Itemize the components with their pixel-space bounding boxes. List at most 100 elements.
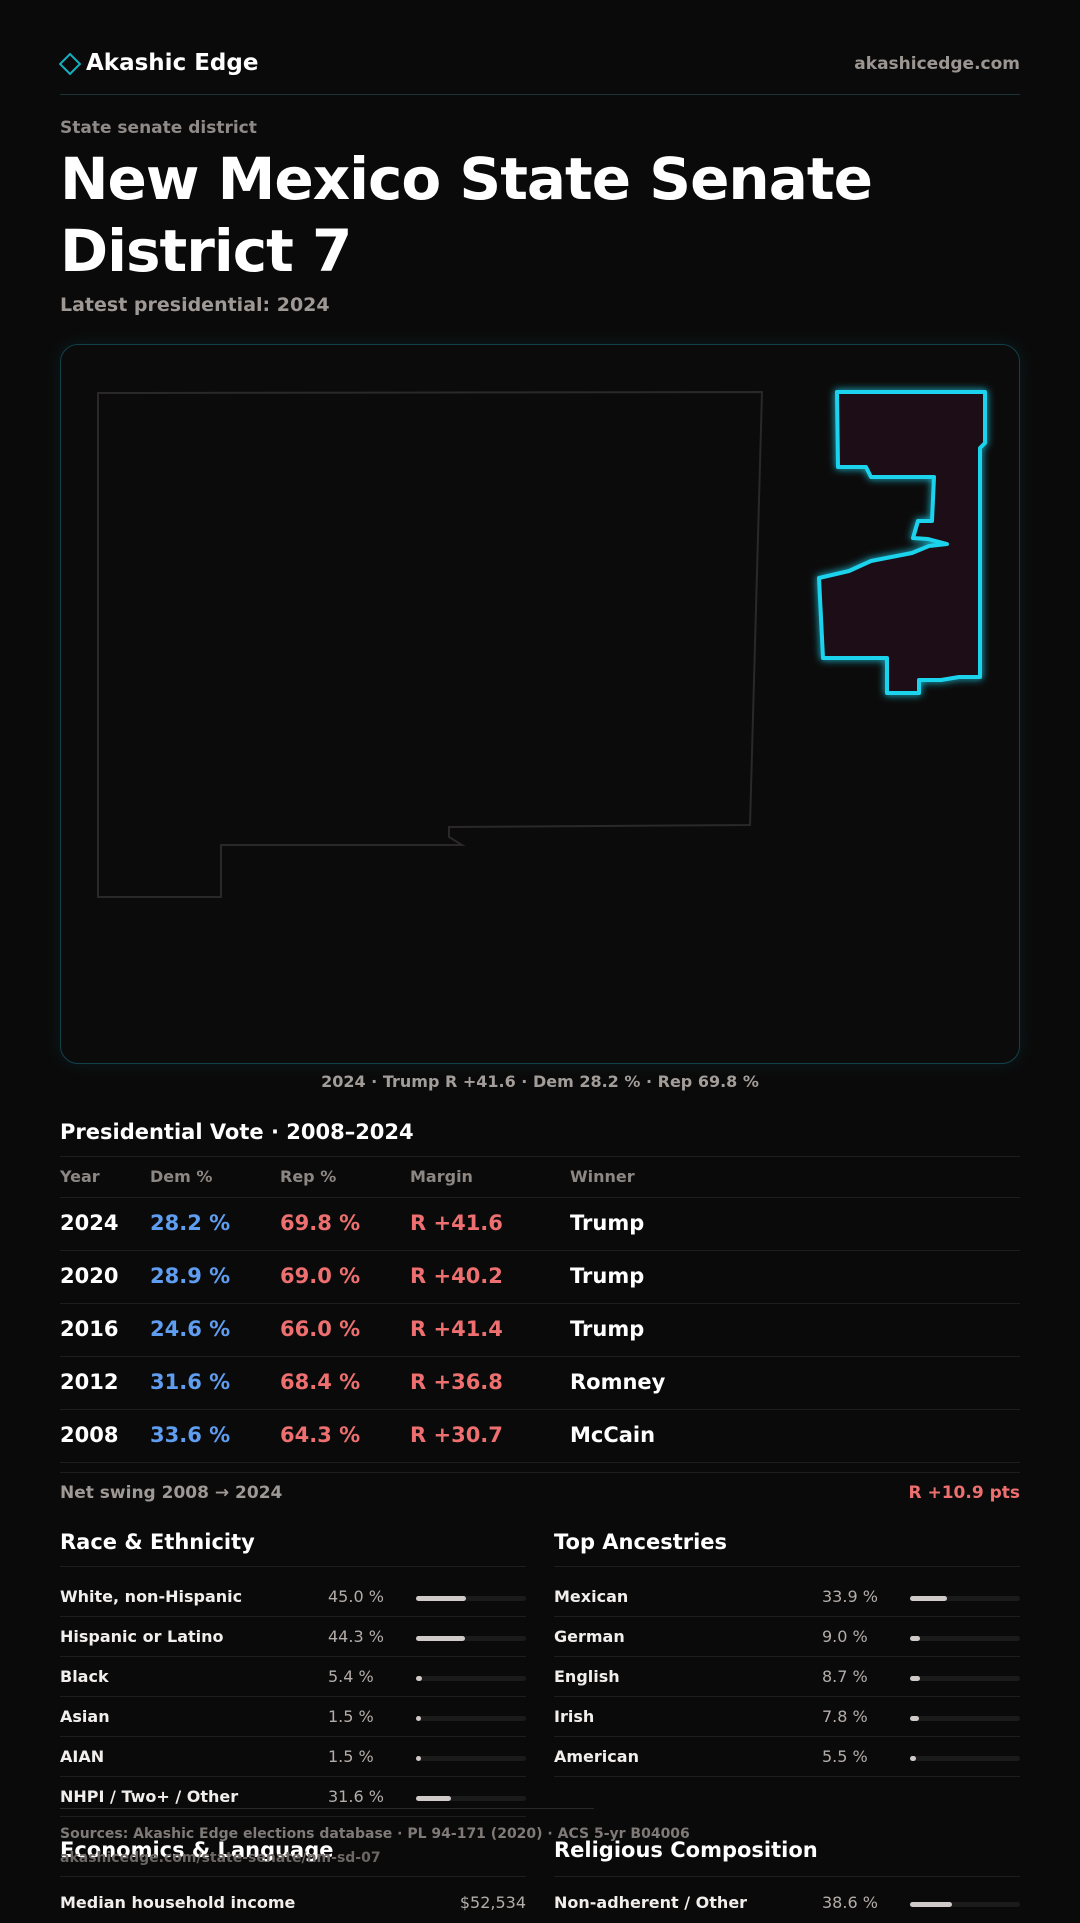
presidential-table: Year Dem % Rep % Margin Winner 2024 28.2… — [60, 1157, 1020, 1463]
ancestry-percent: 8.7 % — [822, 1667, 868, 1686]
sources-divider — [60, 1808, 594, 1809]
economics-row: Median household income $52,534 — [60, 1893, 526, 1923]
page-kicker: State senate district — [60, 118, 257, 138]
race-bar-fill — [416, 1636, 465, 1641]
table-row: 2020 28.9 % 69.0 % R +40.2 Trump — [60, 1251, 1020, 1304]
header-rep: Rep % — [280, 1167, 337, 1186]
table-header: Year Dem % Rep % Margin Winner — [60, 1157, 1020, 1198]
ancestry-percent: 33.9 % — [822, 1587, 878, 1606]
divider — [554, 1876, 1020, 1877]
religion-label: Non-adherent / Other — [554, 1893, 748, 1912]
net-swing-label: Net swing 2008 → 2024 — [60, 1483, 283, 1503]
ancestry-bar-track — [910, 1716, 1020, 1721]
ancestry-bar-track — [910, 1596, 1020, 1601]
race-row: Hispanic or Latino 44.3 % — [60, 1617, 526, 1657]
religion-row: Non-adherent / Other 38.6 % — [554, 1883, 1020, 1922]
source-url[interactable]: akashicedge.com/state-senate/nm-sd-07 — [60, 1850, 381, 1866]
ancestry-label: American — [554, 1747, 639, 1766]
brand-name[interactable]: Akashic Edge — [86, 50, 259, 76]
state-outline — [97, 390, 764, 898]
race-bar-fill — [416, 1596, 466, 1601]
divider — [554, 1566, 1020, 1567]
site-header: Akashic Edge akashicedge.com — [58, 46, 1020, 95]
race-row: White, non-Hispanic 45.0 % — [60, 1577, 526, 1617]
row-year: 2024 — [60, 1211, 119, 1235]
table-row: 2016 24.6 % 66.0 % R +41.4 Trump — [60, 1304, 1020, 1357]
race-bar-fill — [416, 1796, 451, 1801]
header-dem: Dem % — [150, 1167, 213, 1186]
page-title: New Mexico State Senate District 7 — [60, 145, 873, 285]
row-year: 2008 — [60, 1423, 119, 1447]
race-label: White, non-Hispanic — [60, 1587, 243, 1606]
ancestry-label: English — [554, 1667, 620, 1686]
row-dem: 33.6 % — [150, 1423, 231, 1447]
district-map — [60, 344, 1020, 1064]
diamond-logo-icon — [58, 52, 82, 76]
race-bar-fill — [416, 1756, 421, 1761]
race-bar-fill — [416, 1676, 422, 1681]
row-margin: R +30.7 — [410, 1423, 503, 1447]
ancestry-bar-track — [910, 1636, 1020, 1641]
site-domain-link[interactable]: akashicedge.com — [854, 54, 1020, 74]
row-margin: R +40.2 — [410, 1264, 503, 1288]
row-rep: 69.0 % — [280, 1264, 361, 1288]
economics-label: Median household income — [60, 1893, 296, 1912]
race-bar-track — [416, 1716, 526, 1721]
ancestry-percent: 5.5 % — [822, 1747, 868, 1766]
map-caption: 2024 · Trump R +41.6 · Dem 28.2 % · Rep … — [321, 1072, 759, 1091]
district-7-shape[interactable] — [817, 390, 987, 695]
religion-list: Non-adherent / Other 38.6 % — [554, 1883, 1020, 1922]
religion-bar-fill — [910, 1902, 953, 1907]
ancestry-label: Irish — [554, 1707, 595, 1726]
row-margin: R +41.6 — [410, 1211, 503, 1235]
ancestry-label: German — [554, 1627, 625, 1646]
table-row: 2024 28.2 % 69.8 % R +41.6 Trump — [60, 1198, 1020, 1251]
ancestry-title: Top Ancestries — [554, 1530, 728, 1554]
ancestry-row: Mexican 33.9 % — [554, 1577, 1020, 1617]
row-rep: 69.8 % — [280, 1211, 361, 1235]
net-swing-value: R +10.9 pts — [908, 1483, 1020, 1503]
row-margin: R +36.8 — [410, 1370, 503, 1394]
race-percent: 45.0 % — [328, 1587, 384, 1606]
row-winner: McCain — [570, 1423, 656, 1447]
row-winner: Trump — [570, 1317, 645, 1341]
divider — [60, 1566, 526, 1567]
row-dem: 31.6 % — [150, 1370, 231, 1394]
row-year: 2016 — [60, 1317, 119, 1341]
header-year: Year — [60, 1167, 100, 1186]
page-subtitle: Latest presidential: 2024 — [60, 294, 330, 316]
table-row: 2012 31.6 % 68.4 % R +36.8 Romney — [60, 1357, 1020, 1410]
divider — [60, 1156, 1020, 1157]
race-label: Asian — [60, 1707, 110, 1726]
row-dem: 24.6 % — [150, 1317, 231, 1341]
race-row: Black 5.4 % — [60, 1657, 526, 1697]
row-dem: 28.2 % — [150, 1211, 231, 1235]
ancestry-percent: 7.8 % — [822, 1707, 868, 1726]
economics-title: Economics & Language — [60, 1838, 334, 1862]
header-winner: Winner — [570, 1167, 635, 1186]
race-bar-fill — [416, 1716, 421, 1721]
row-rep: 66.0 % — [280, 1317, 361, 1341]
race-label: Black — [60, 1667, 109, 1686]
row-year: 2012 — [60, 1370, 119, 1394]
race-percent: 31.6 % — [328, 1787, 384, 1806]
race-label: AIAN — [60, 1747, 105, 1766]
row-year: 2020 — [60, 1264, 119, 1288]
ancestry-percent: 9.0 % — [822, 1627, 868, 1646]
religion-bar-track — [910, 1902, 1020, 1907]
row-dem: 28.9 % — [150, 1264, 231, 1288]
divider — [60, 1472, 1020, 1473]
economics-value: $52,534 — [459, 1893, 526, 1912]
header-margin: Margin — [410, 1167, 473, 1186]
ancestry-bar-fill — [910, 1676, 920, 1681]
religion-title: Religious Composition — [554, 1838, 818, 1862]
divider — [60, 1876, 526, 1877]
ancestry-bar-fill — [910, 1596, 948, 1601]
race-percent: 1.5 % — [328, 1747, 374, 1766]
race-list: White, non-Hispanic 45.0 % Hispanic or L… — [60, 1577, 526, 1817]
row-rep: 68.4 % — [280, 1370, 361, 1394]
row-margin: R +41.4 — [410, 1317, 503, 1341]
race-bar-track — [416, 1796, 526, 1801]
race-bar-track — [416, 1596, 526, 1601]
ancestry-row: German 9.0 % — [554, 1617, 1020, 1657]
